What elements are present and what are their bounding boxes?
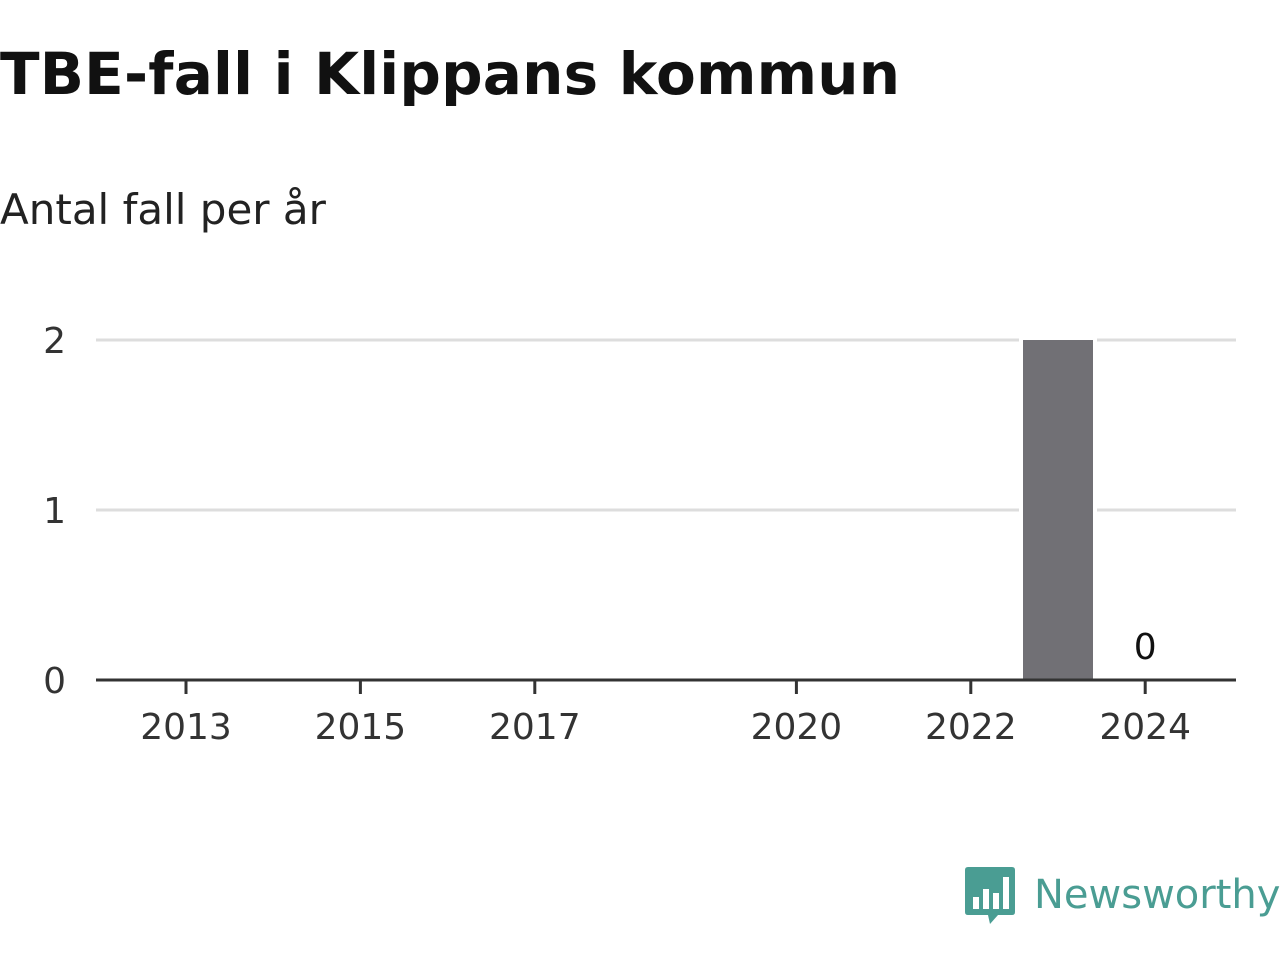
y-tick-label: 1 — [43, 491, 66, 532]
bar-chart: 0 1 2 2013 2015 2017 2020 2022 2024 0 — [43, 321, 1236, 748]
x-tick-label: 2013 — [140, 707, 232, 748]
data-label: 0 — [1134, 627, 1157, 668]
y-tick-label: 2 — [43, 321, 66, 362]
bars — [1019, 338, 1097, 680]
x-axis-ticks: 2013 2015 2017 2020 2022 2024 — [140, 680, 1191, 748]
chart-subtitle: Antal fall per år — [0, 185, 326, 234]
x-tick-label: 2015 — [315, 707, 407, 748]
brand: Newsworthy — [964, 864, 1280, 926]
newsworthy-logo-icon — [965, 867, 1015, 924]
bar-2023 — [1023, 340, 1093, 680]
chart-title: TBE-fall i Klippans kommun — [0, 40, 901, 108]
x-tick-label: 2024 — [1099, 707, 1191, 748]
x-tick-label: 2020 — [751, 707, 843, 748]
brand-name: Newsworthy — [1034, 872, 1280, 918]
x-tick-label: 2022 — [925, 707, 1017, 748]
y-tick-label: 0 — [43, 661, 66, 702]
data-labels: 0 — [1134, 627, 1157, 668]
y-axis-ticks: 0 1 2 — [43, 321, 66, 702]
x-tick-label: 2017 — [489, 707, 581, 748]
